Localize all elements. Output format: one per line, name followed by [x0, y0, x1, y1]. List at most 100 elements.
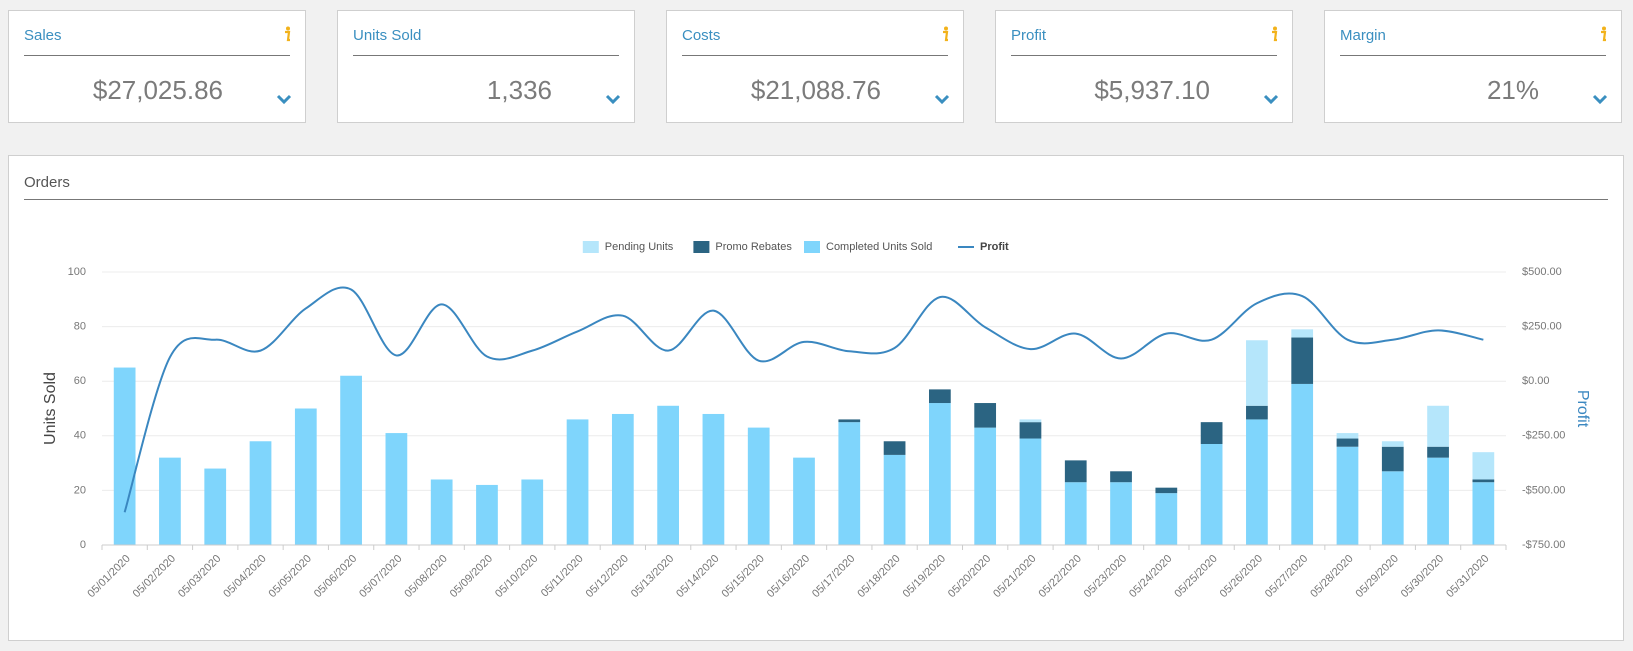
bar-segment: [1336, 438, 1359, 447]
x-tick-label: 05/06/2020: [312, 553, 359, 600]
bar-segment: [521, 479, 544, 545]
x-tick-label: 05/15/2020: [719, 553, 766, 600]
x-tick-label: 05/14/2020: [674, 553, 721, 600]
x-tick-label: 05/19/2020: [901, 553, 948, 600]
bar-segment: [1019, 438, 1042, 545]
y-tick-label: 0: [80, 539, 86, 551]
x-tick-label: 05/18/2020: [855, 553, 902, 600]
card-rule: [1340, 55, 1606, 56]
bar-segment: [385, 433, 408, 545]
kpi-card: Costs $21,088.76: [666, 10, 964, 123]
x-tick-label: 05/08/2020: [402, 553, 449, 600]
bar-segment: [1427, 446, 1449, 458]
y2-tick-label: $0.00: [1522, 375, 1550, 387]
y-tick-label: 20: [74, 484, 86, 496]
x-tick-label: 05/20/2020: [946, 553, 993, 600]
bar-segment: [1155, 493, 1178, 545]
legend-label: Profit: [980, 241, 1009, 253]
bar-segment: [1381, 446, 1404, 472]
bar-segment: [883, 441, 906, 455]
bar-segment: [883, 454, 906, 545]
expand-chevron[interactable]: [604, 93, 622, 105]
card-value: 1,336: [486, 75, 552, 105]
info-icon[interactable]: [941, 26, 949, 42]
info-icon[interactable]: [283, 26, 291, 42]
x-tick-label: 05/26/2020: [1218, 553, 1265, 600]
y-tick-label: 80: [74, 321, 86, 333]
expand-chevron[interactable]: [933, 93, 951, 105]
legend-swatch: [582, 241, 599, 253]
bar-segment: [1291, 383, 1314, 545]
card-value: 21%: [1486, 75, 1539, 105]
bar-segment: [1472, 479, 1495, 483]
x-tick-label: 05/23/2020: [1082, 553, 1129, 600]
x-tick-label: 05/01/2020: [85, 553, 132, 600]
bar-segment: [702, 413, 725, 545]
bar-segment: [249, 441, 272, 545]
bar-segment: [1246, 419, 1268, 545]
y2-tick-label: -$500.00: [1522, 484, 1565, 496]
chart: 0 20 40 60 80 100 -$750.00 -$500.00 -$250.00 $0.0…: [42, 241, 1591, 600]
bar-segment: [1427, 457, 1449, 545]
kpi-card: Units Sold 1,336: [337, 10, 635, 123]
card-rule: [353, 55, 619, 56]
bar-segment: [1291, 337, 1314, 384]
x-tick-label: 05/24/2020: [1127, 553, 1174, 600]
legend-label: Promo Rebates: [715, 241, 792, 253]
card-rule: [1011, 55, 1277, 56]
info-icon[interactable]: [1599, 26, 1607, 42]
panel-title: Orders: [24, 174, 70, 191]
bar-segment: [1381, 441, 1404, 447]
bar-segment: [476, 484, 498, 545]
x-tick-label: 05/28/2020: [1308, 553, 1355, 600]
y-axis-title: Units Sold: [42, 372, 59, 445]
x-tick-label: 05/16/2020: [765, 553, 812, 600]
legend-swatch: [804, 241, 820, 253]
bar-segment: [1110, 482, 1132, 545]
x-tick-label: 05/29/2020: [1354, 553, 1401, 600]
x-tick-label: 05/12/2020: [584, 553, 631, 600]
bar-segment: [1155, 487, 1178, 494]
bar-segment: [159, 457, 181, 545]
info-icon[interactable]: [1270, 26, 1278, 42]
x-tick-label: 05/30/2020: [1399, 553, 1446, 600]
x-tick-label: 05/02/2020: [131, 553, 178, 600]
expand-chevron[interactable]: [1262, 93, 1280, 105]
x-tick-label: 05/22/2020: [1036, 553, 1083, 600]
y2-tick-label: -$250.00: [1522, 430, 1565, 442]
legend-label: Pending Units: [605, 241, 674, 253]
x-tick-label: 05/09/2020: [448, 553, 495, 600]
bar-segment: [1200, 422, 1223, 444]
orders-panel: Orders 0 20 40 60 80 100 -$750.00 -$500.00 -$250…: [8, 155, 1624, 641]
bar-segment: [838, 422, 861, 545]
y2-axis-title: Profit: [1574, 390, 1591, 428]
kpi-card: Sales $27,025.86: [8, 10, 306, 123]
y-tick-label: 100: [68, 266, 86, 278]
bar-segment: [1336, 446, 1359, 545]
bar-segment: [1019, 419, 1042, 423]
bar-segment: [204, 468, 227, 545]
y2-tick-label: $250.00: [1522, 321, 1562, 333]
expand-chevron[interactable]: [1591, 93, 1609, 105]
bar-segment: [1200, 443, 1223, 545]
card-title: Units Sold: [353, 27, 422, 44]
card-rule: [682, 55, 948, 56]
bar-segment: [1064, 482, 1087, 545]
y-tick-label: 40: [74, 430, 86, 442]
bar-segment: [838, 419, 861, 423]
profit-line: [123, 286, 1484, 513]
bar-segment: [1381, 471, 1404, 545]
bar-segment: [974, 427, 997, 545]
expand-chevron[interactable]: [275, 93, 293, 105]
panel-rule: [24, 199, 1608, 200]
card-title: Profit: [1011, 27, 1047, 44]
bar-segment: [747, 427, 770, 545]
legend-swatch: [693, 241, 710, 253]
y-tick-label: 60: [74, 375, 86, 387]
bar-segment: [1472, 482, 1495, 545]
card-value: $21,088.76: [750, 75, 881, 105]
card-rule: [24, 55, 290, 56]
bar-segment: [657, 405, 679, 545]
bar-segment: [430, 479, 453, 545]
